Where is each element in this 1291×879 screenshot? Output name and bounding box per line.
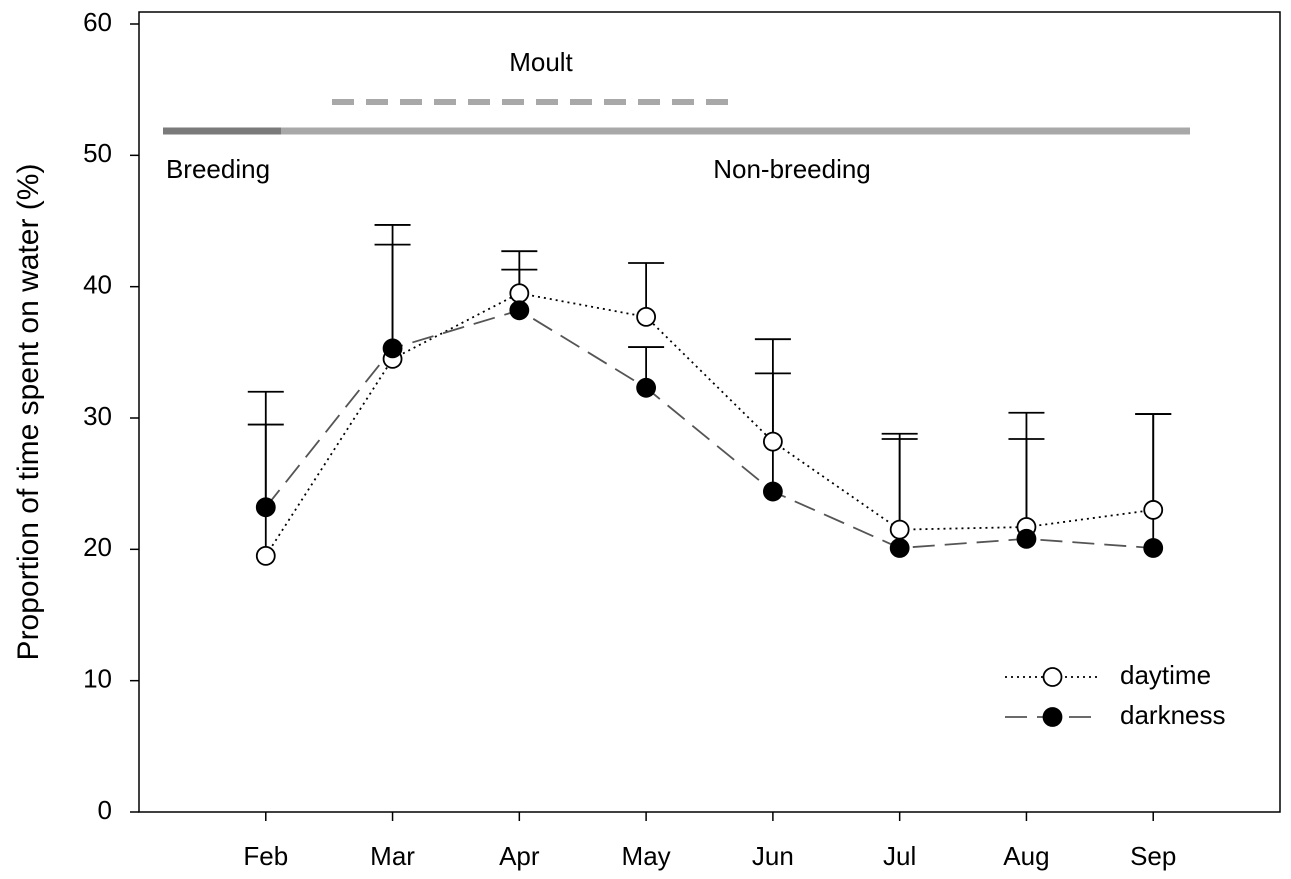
legend-marker bbox=[1042, 667, 1063, 687]
y-tick-label: 20 bbox=[83, 532, 112, 562]
y-tick-label: 10 bbox=[83, 664, 112, 694]
y-tick-label: 0 bbox=[98, 795, 112, 825]
marker bbox=[889, 519, 910, 540]
legend-label: daytime bbox=[1120, 660, 1211, 690]
annotation: Non-breeding bbox=[713, 154, 871, 184]
x-tick-label: Feb bbox=[243, 841, 288, 871]
plot-frame bbox=[138, 11, 1281, 813]
annotation: Moult bbox=[509, 47, 573, 77]
annotation: Breeding bbox=[166, 154, 270, 184]
legend-marker bbox=[1042, 707, 1063, 727]
marker bbox=[636, 306, 657, 327]
marker bbox=[509, 300, 530, 321]
x-tick-label: Apr bbox=[499, 841, 540, 871]
x-tick-label: Sep bbox=[1130, 841, 1176, 871]
marker bbox=[255, 546, 276, 566]
marker bbox=[1016, 528, 1037, 549]
marker bbox=[382, 338, 403, 359]
y-tick-label: 30 bbox=[83, 401, 112, 431]
y-tick-label: 50 bbox=[83, 138, 112, 168]
y-tick-label: 40 bbox=[83, 270, 112, 300]
marker bbox=[636, 377, 657, 398]
x-tick-label: Aug bbox=[1003, 841, 1049, 871]
x-tick-label: Jul bbox=[883, 841, 916, 871]
marker bbox=[762, 431, 783, 452]
x-tick-label: May bbox=[622, 841, 671, 871]
x-tick-label: Mar bbox=[370, 841, 415, 871]
marker bbox=[255, 497, 276, 518]
series-line bbox=[265, 309, 1154, 549]
marker bbox=[762, 481, 783, 502]
marker bbox=[889, 538, 910, 558]
x-tick-label: Jun bbox=[752, 841, 794, 871]
marker bbox=[509, 283, 530, 304]
marker bbox=[1143, 500, 1164, 520]
marker bbox=[1143, 538, 1164, 558]
y-tick-label: 60 bbox=[83, 7, 112, 37]
y-axis-label: Proportion of time spent on water (%) bbox=[12, 164, 45, 661]
series-line bbox=[265, 292, 1154, 557]
legend-label: darkness bbox=[1120, 700, 1226, 730]
